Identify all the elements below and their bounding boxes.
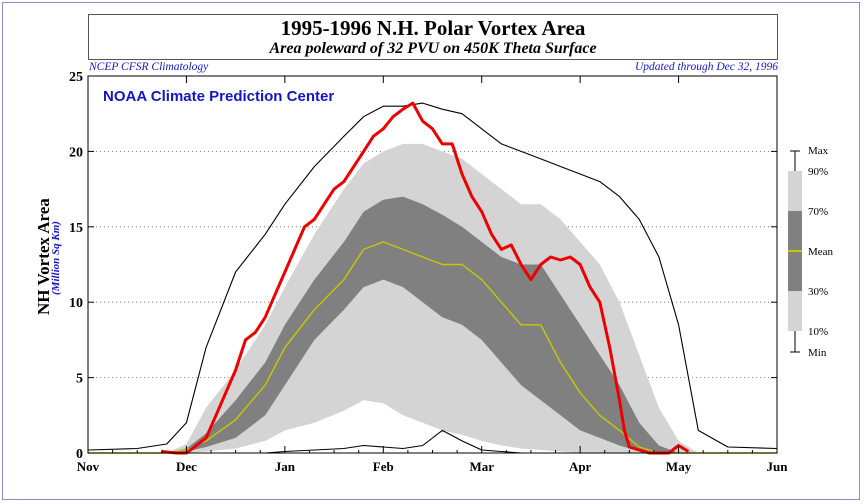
y-tick-label: 15	[69, 221, 83, 236]
y-tick-label: 0	[76, 447, 83, 462]
legend-label-10: 10%	[808, 326, 829, 338]
legend-label-90: 90%	[808, 166, 829, 178]
x-tick-label: Nov	[77, 459, 100, 474]
series-current-line	[161, 101, 690, 455]
legend-swatch-lower-outer	[788, 291, 802, 331]
y-tick-label: 20	[69, 145, 83, 160]
x-tick-label: Dec	[176, 459, 197, 474]
title-box: 1995-1996 N.H. Polar Vortex Area Area po…	[88, 14, 778, 60]
x-tick-label: Mar	[469, 459, 494, 474]
legend-label-70: 70%	[808, 206, 829, 218]
x-tick-label: Apr	[569, 459, 592, 474]
band-30-70	[88, 196, 777, 453]
legend-swatch-upper-outer	[788, 171, 802, 211]
y-axis-label-group: NH Vortex Area (Million Sq Km)	[22, 160, 62, 360]
series-mean-line	[88, 241, 777, 454]
x-tick-label: May	[666, 459, 692, 474]
y-axis-unit: (Million Sq Km)	[50, 221, 62, 295]
y-tick-label: 5	[76, 372, 83, 387]
chart-title: 1995-1996 N.H. Polar Vortex Area	[280, 16, 586, 40]
legend-label-max: Max	[808, 145, 829, 157]
chart-subtitle: Area poleward of 32 PVU on 450K Theta Su…	[269, 40, 597, 57]
noaa-watermark: NOAA Climate Prediction Center	[103, 88, 335, 105]
legend-label-mean: Mean	[808, 246, 834, 258]
x-tick-label: Feb	[373, 459, 394, 474]
y-tick-label: 10	[69, 296, 83, 311]
x-tick-label: Jan	[275, 459, 296, 474]
legend-label-min: Min	[808, 347, 827, 359]
update-note: Updated through Dec 32, 1996	[635, 61, 778, 73]
series-max-line	[87, 102, 778, 451]
climatology-note: NCEP CFSR Climatology	[89, 61, 209, 73]
legend-label-30: 30%	[808, 286, 829, 298]
x-tick-label: Jun	[767, 459, 789, 474]
y-tick-label: 25	[69, 70, 83, 85]
